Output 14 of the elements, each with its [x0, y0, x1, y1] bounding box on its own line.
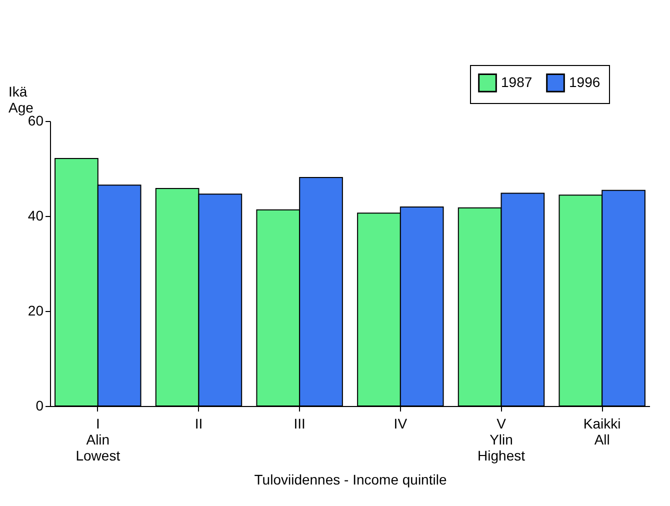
- y-axis-title: Ikä Age: [8, 84, 34, 116]
- legend-label: 1987: [501, 74, 532, 90]
- y-tick-label: 60: [28, 112, 44, 128]
- x-tick-label: Kaikki All: [583, 416, 621, 448]
- x-tick-label: II: [194, 416, 203, 432]
- x-tick-label: IV: [394, 416, 408, 432]
- x-axis-title: Tuloviidennes - Income quintile: [254, 472, 447, 488]
- x-tick-label: III: [294, 416, 306, 432]
- x-tick-label: I Alin Lowest: [76, 416, 120, 464]
- y-tick-label: 0: [36, 398, 44, 414]
- legend-label: 1996: [569, 74, 600, 90]
- y-tick-label: 20: [28, 302, 44, 318]
- y-tick-label: 40: [28, 208, 44, 224]
- x-tick-label: V Ylin Highest: [478, 416, 526, 464]
